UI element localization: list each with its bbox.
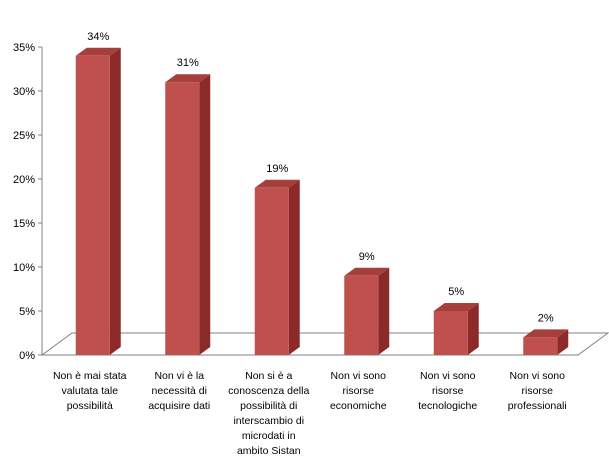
bar-side [467,303,479,355]
bar-front [75,55,110,356]
bar-side [109,47,121,356]
y-tick-label: 20% [13,174,35,186]
category-label: Non si è a conoscenza della possibilità di… [228,370,309,457]
bar [433,303,479,355]
bar-side [288,179,300,355]
y-tick-label: 5% [19,306,35,318]
category-label: Non vi è la necessità di acquisire dati [148,370,210,412]
category-labels: Non è mai stata valutata tale possibilità N… [53,370,567,457]
bar [254,179,300,355]
bar-top [75,47,121,56]
data-label: 5% [448,286,464,298]
bar [344,267,390,355]
data-label: 19% [266,163,288,175]
bar-front [523,337,558,355]
bar-top [523,329,569,338]
bar-top [433,303,479,311]
y-tick-label: 30% [13,86,35,98]
chart-floor [40,332,609,356]
data-label: 2% [538,312,554,324]
y-tick-label: 0% [19,350,35,362]
bar [523,329,569,355]
category-label: Non è mai stata valutata tale possibilità [53,370,127,412]
bar [165,74,211,355]
data-label: 31% [177,57,199,69]
bar-front [344,275,379,355]
y-tick-label: 15% [13,218,35,230]
data-label: 34% [87,31,109,43]
bar-front [433,311,468,355]
bar-side [199,74,211,355]
category-label: Non vi sono risorse professionali [508,370,567,412]
bar-front [165,82,200,355]
bar-top [254,179,300,188]
bar-side [378,267,390,355]
data-label: 9% [359,251,375,263]
category-label: Non vi sono risorse economiche [330,370,387,412]
bar-side [557,329,569,355]
bar-top [344,267,390,276]
floor-plane [40,332,609,356]
y-tick-label: 25% [13,130,35,142]
data-labels: 34% 31% 19% 9% 5% 2% [87,31,554,325]
bar [75,47,121,356]
bar-top [165,74,211,83]
bar-front [254,187,289,355]
category-label: Non vi sono risorse tecnologiche [418,370,477,412]
y-tick-label: 10% [13,262,35,274]
bars [75,47,569,356]
y-tick-label: 35% [13,42,35,54]
y-axis: 0% 5% 10% 15% 20% 25% 30% 35% [13,42,43,362]
